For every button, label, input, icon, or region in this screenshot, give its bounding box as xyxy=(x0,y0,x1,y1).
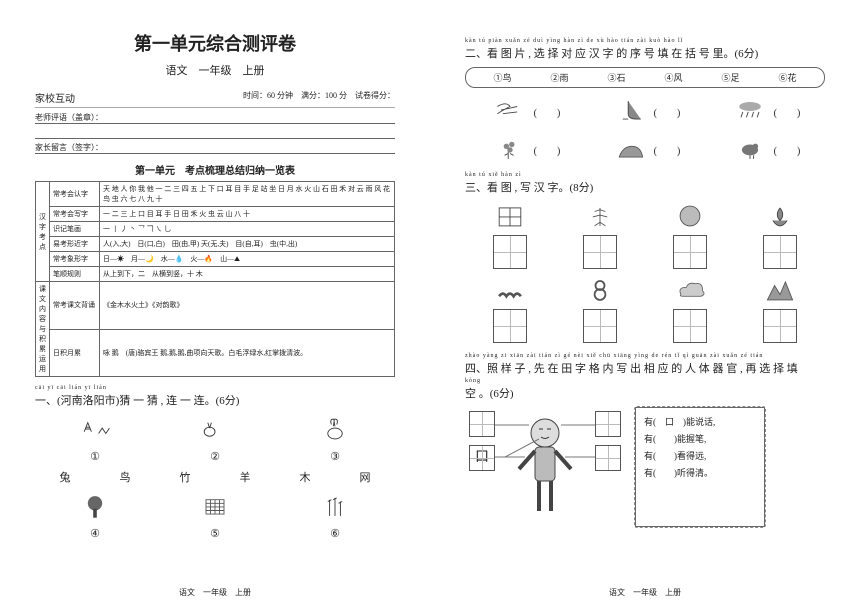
fill-line: 有( )听得清。 xyxy=(644,465,756,482)
summary-table: 汉字考点 常考会认字天 地 人 你 我 他 一 二 三 四 五 上 下 口 耳 … xyxy=(35,181,395,377)
parent-line: 家长留言（签字）： xyxy=(35,142,395,154)
img-stone xyxy=(610,134,650,164)
tianzige[interactable] xyxy=(493,235,527,269)
tz-ear[interactable] xyxy=(469,411,495,437)
img-cloud xyxy=(670,275,710,305)
footer-left: 语文 一年级 上册 xyxy=(0,587,430,598)
q3-row2 xyxy=(465,275,825,343)
q2-row2: ( ) ( ) ( ) xyxy=(465,134,825,164)
q1-title: cāi yī cāi lián yī lián 一、(河南洛阳市)猜 一 猜 ,… xyxy=(35,385,395,408)
q2-row1: ( ) ( ) ( ) xyxy=(465,96,825,126)
img-flower xyxy=(490,134,530,164)
tz-mouth: 口 xyxy=(469,445,495,471)
tianzige[interactable] xyxy=(673,309,707,343)
q4-body: 口 有( 口 )能说话, 有( )能握笔, 有( )看得远, 有( )听得清。 xyxy=(465,407,825,527)
fill-line: 有( 口 )能说话, xyxy=(644,414,756,431)
img-rabbit xyxy=(315,414,355,444)
img-sun xyxy=(670,201,710,231)
img-fire xyxy=(760,201,800,231)
q1-row1-images xyxy=(35,414,395,444)
img-foot xyxy=(610,96,650,126)
summary-side-b: 课文内容与积累运用 xyxy=(36,282,50,377)
q2-title: kàn tú piàn xuǎn zé duì yìng hàn zì de x… xyxy=(465,38,825,61)
interact-header: 家校互动 时间：60 分钟 满分：100 分 试卷得分： xyxy=(35,90,395,108)
q3-row1 xyxy=(465,201,825,269)
img-tree xyxy=(75,491,115,521)
footer-right: 语文 一年级 上册 xyxy=(430,587,860,598)
q1-num-row2: ④⑤⑥ xyxy=(35,527,395,540)
tianzige[interactable] xyxy=(583,309,617,343)
img-net xyxy=(195,491,235,521)
img-worm xyxy=(490,275,530,305)
tianzige[interactable] xyxy=(763,309,797,343)
q1-chars: 兔鸟竹 羊木网 xyxy=(35,469,395,485)
tianzige[interactable] xyxy=(763,235,797,269)
main-title: 第一单元综合测评卷 xyxy=(35,30,395,56)
teacher-line-2 xyxy=(35,127,395,139)
tz-hand[interactable] xyxy=(595,445,621,471)
img-sheep xyxy=(75,414,115,444)
q3-title: kàn tú xiě hàn zì 三、看 图 , 写 汉 字。(8分) xyxy=(465,172,825,195)
fill-line: 有( )看得远, xyxy=(644,448,756,465)
img-mountain xyxy=(760,275,800,305)
img-field xyxy=(490,201,530,231)
fill-line: 有( )能握笔, xyxy=(644,431,756,448)
page-left: 第一单元综合测评卷 语文 一年级 上册 家校互动 时间：60 分钟 满分：100… xyxy=(0,0,430,608)
q4-fillbox: 有( 口 )能说话, 有( )能握笔, 有( )看得远, 有( )听得清。 xyxy=(635,407,765,527)
interact-label: 家校互动 xyxy=(35,90,75,105)
tianzige[interactable] xyxy=(583,235,617,269)
summary-side-a: 汉字考点 xyxy=(36,182,50,282)
img-bamboo xyxy=(315,491,355,521)
q1-row2-images xyxy=(35,491,395,521)
page-right: kàn tú piàn xuǎn zé duì yìng hàn zì de x… xyxy=(430,0,860,608)
img-rain xyxy=(730,96,770,126)
summary-title: 第一单元 考点梳理总结归纳一览表 xyxy=(35,162,395,177)
teacher-line: 老师评语（盖章）： xyxy=(35,112,395,124)
subtitle: 语文 一年级 上册 xyxy=(35,62,395,78)
tianzige[interactable] xyxy=(673,235,707,269)
img-bird-rabbit xyxy=(195,414,235,444)
q4-title: zhào yàng zi xiān zài tián zì gé nèi xiě… xyxy=(465,353,825,401)
q1-num-row1: ①②③ xyxy=(35,450,395,463)
img-wind xyxy=(490,96,530,126)
body-diagram: 口 xyxy=(465,407,625,527)
tianzige[interactable] xyxy=(493,309,527,343)
img-eight xyxy=(580,275,620,305)
tz-eye[interactable] xyxy=(595,411,621,437)
img-bird2 xyxy=(730,134,770,164)
interact-meta: 时间：60 分钟 满分：100 分 试卷得分： xyxy=(243,90,395,105)
img-grain xyxy=(580,201,620,231)
q2-options: ①鸟②雨③石 ④风⑤足⑥花 xyxy=(465,67,825,88)
